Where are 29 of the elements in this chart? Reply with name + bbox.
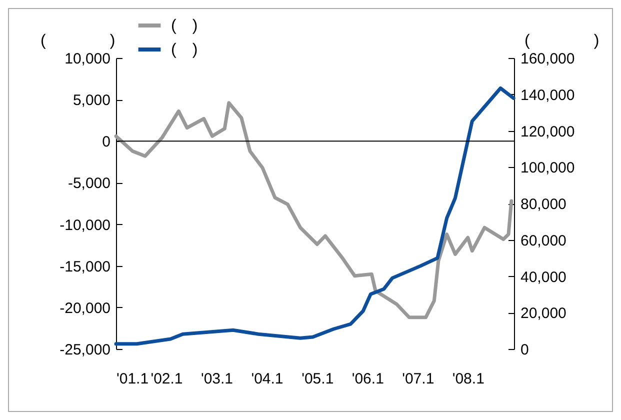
y2-tick-label: 0 xyxy=(520,342,529,358)
y2-tick-label: 160,000 xyxy=(520,50,575,68)
x-tick-label: '08.1 xyxy=(452,370,484,388)
x-tick-label: '04.1 xyxy=(251,370,284,388)
y2-tick-label: 20,000 xyxy=(520,305,566,322)
y2-axis-title: ( ) xyxy=(524,32,600,50)
legend-label: ( ) xyxy=(171,18,198,34)
x-tick-label: '03.1 xyxy=(200,370,234,388)
y2-tick-label: 80,000 xyxy=(520,196,566,213)
y2-tick-label: 140,000 xyxy=(520,86,575,104)
y2-tick-label: 100,000 xyxy=(520,160,575,177)
y2-tick-label: 120,000 xyxy=(520,123,575,140)
y-tick-label: 10,000 xyxy=(64,50,110,68)
x-tick-label: '06.1 xyxy=(352,370,384,388)
x-tick-label: '05.1 xyxy=(302,370,334,388)
y-tick-label: -25,000 xyxy=(60,342,110,358)
y2-tick-label: 40,000 xyxy=(520,268,566,286)
y-tick-label: 5,000 xyxy=(72,92,110,110)
y-tick-label: 0 xyxy=(102,134,110,151)
y-tick-label: -5,000 xyxy=(68,175,110,192)
x-tick-label: '02.1 xyxy=(150,370,183,388)
y-tick-label: -10,000 xyxy=(60,216,110,234)
y2-tick-label: 60,000 xyxy=(520,232,566,250)
y-tick-label: -20,000 xyxy=(60,300,110,317)
x-tick-label: '01.1 xyxy=(116,370,149,388)
x-tick-label: '07.1 xyxy=(402,370,434,388)
legend-label: ( ) xyxy=(171,42,198,58)
y-tick-label: -15,000 xyxy=(60,258,110,276)
y-axis-title: ( ) xyxy=(40,32,116,50)
